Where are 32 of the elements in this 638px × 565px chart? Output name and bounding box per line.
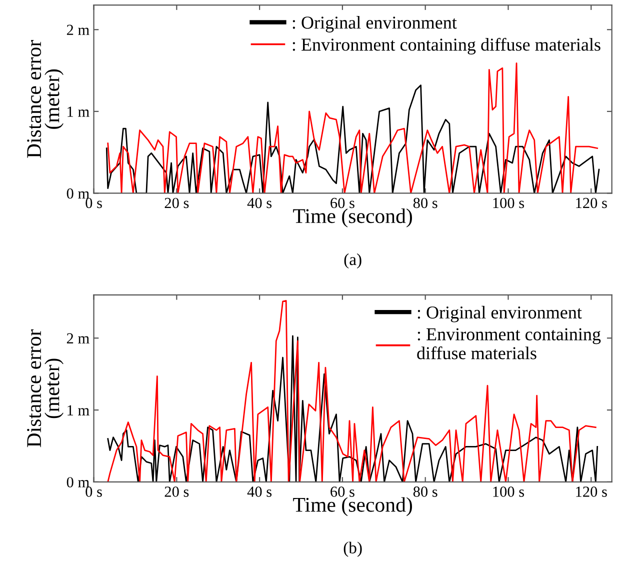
- text: (b): [344, 542, 362, 557]
- y-tick-label: 0 m: [66, 477, 90, 488]
- x-axis-title: Time (second): [293, 208, 412, 228]
- y-tick-label: 1 m: [68, 106, 90, 117]
- x-tick-label: 120 s: [576, 198, 607, 208]
- x-tick-label: 60 s: [330, 486, 354, 497]
- y-tick-label: 0 m: [66, 188, 90, 199]
- legend-label: : Original environment: [292, 16, 457, 32]
- x-axis-title: Time (second): [293, 497, 412, 516]
- x-tick-label: 20 s: [164, 486, 189, 497]
- legend-label: : Environment containing diffuse materials: [417, 328, 601, 360]
- y-tick-label: 2 m: [66, 333, 90, 344]
- y-tick-label: 1 m: [68, 405, 90, 416]
- line-series: [107, 62, 598, 194]
- y-tick-label: 2 m: [66, 24, 90, 35]
- x-tick-label: 100 s: [493, 486, 524, 497]
- y-axis-title: Distance error (meter): [27, 40, 64, 158]
- x-tick-label: 20 s: [164, 198, 189, 208]
- x-tick-label: 100 s: [493, 198, 524, 208]
- x-tick-label: 60 s: [330, 198, 354, 208]
- x-tick-label: 120 s: [576, 486, 607, 497]
- line-series: [106, 84, 600, 194]
- legend-label: : Environment containing diffuse materials: [292, 38, 600, 54]
- x-tick-label: 80 s: [413, 198, 438, 208]
- text: (a): [344, 253, 362, 269]
- x-tick-label: 0 s: [86, 198, 102, 208]
- x-tick-label: 0 s: [86, 486, 102, 497]
- y-axis-title: Distance error (meter): [27, 329, 64, 448]
- x-tick-label: 40 s: [247, 486, 272, 497]
- x-tick-label: 80 s: [413, 486, 438, 497]
- legend-label: : Original environment: [418, 306, 582, 322]
- x-tick-label: 40 s: [247, 198, 272, 208]
